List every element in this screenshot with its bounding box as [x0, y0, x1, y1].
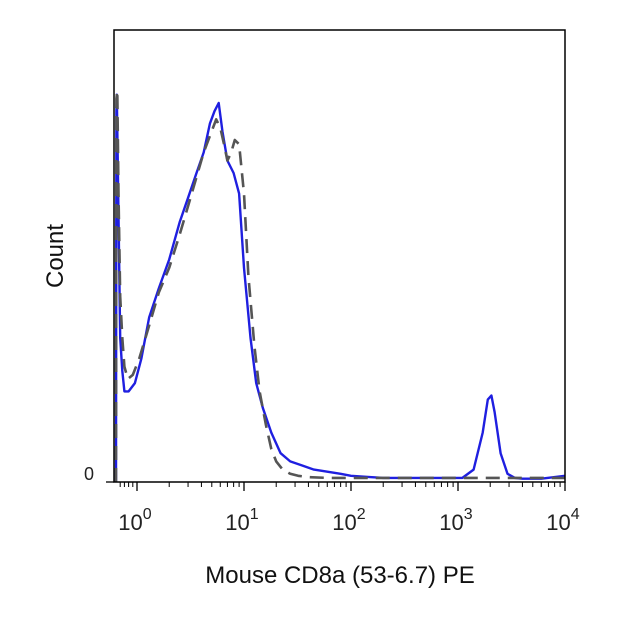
x-tick-exponent: 0 [143, 506, 152, 523]
x-tick-label: 100 [118, 506, 151, 535]
y-tick-label: 0 [84, 464, 94, 484]
x-tick-label: 101 [225, 506, 258, 535]
x-tick-label: 103 [439, 506, 472, 535]
series-line-solid [114, 93, 566, 483]
ticks-layer [106, 481, 566, 491]
x-tick-exponent: 2 [357, 506, 366, 523]
x-axis-title: Mouse CD8a (53-6.7) PE [205, 562, 474, 589]
x-tick-label: 102 [332, 506, 365, 535]
series-layer [114, 89, 566, 483]
plot-background [114, 30, 565, 482]
series-line-dashed [114, 89, 565, 483]
x-tick-label: 104 [546, 506, 579, 535]
x-tick-exponent: 4 [571, 506, 580, 523]
x-tick-exponent: 3 [464, 506, 473, 523]
x-tick-exponent: 1 [250, 506, 259, 523]
plot-frame [113, 29, 566, 483]
y-axis-title: Count [42, 224, 69, 288]
